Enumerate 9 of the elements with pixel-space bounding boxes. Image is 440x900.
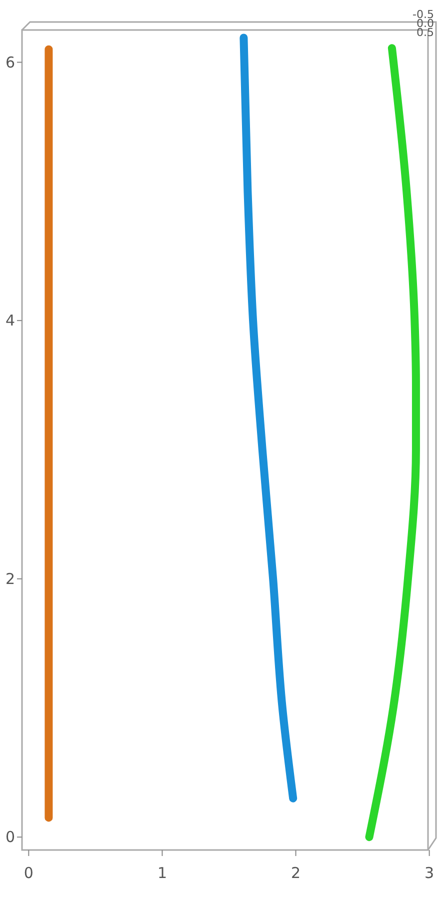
- x-tick-label: 3: [424, 864, 434, 882]
- y-tick-label: 6: [5, 53, 15, 72]
- y-tick-label: 2: [5, 570, 15, 588]
- y-tick-label: 0: [5, 828, 15, 846]
- x-tick-label: 1: [157, 864, 167, 882]
- annotation: 0.5: [416, 26, 434, 39]
- x-tick-label: 0: [24, 864, 34, 882]
- y-tick-label: 4: [5, 312, 15, 330]
- x-tick-label: 2: [291, 864, 301, 882]
